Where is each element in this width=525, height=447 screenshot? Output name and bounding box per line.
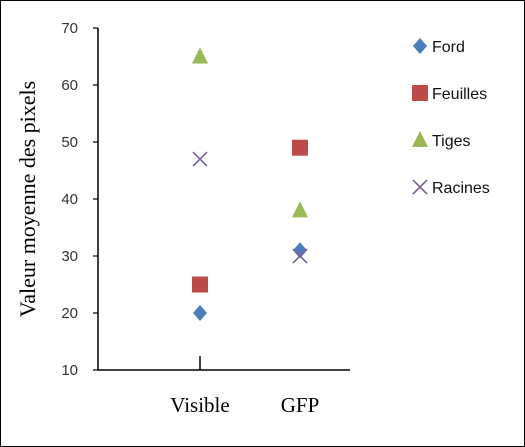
legend-marker-tiges xyxy=(412,131,428,147)
y-tick-label: 60 xyxy=(61,77,78,94)
y-tick-label: 40 xyxy=(61,191,78,208)
y-axis-title: Valeur moyenne des pixels xyxy=(15,81,40,317)
legend-label: Ford xyxy=(432,39,465,56)
data-point-tiges xyxy=(192,47,208,64)
legend-marker-ford xyxy=(413,38,427,54)
marks-group xyxy=(192,47,308,321)
legend-marker-racines xyxy=(412,179,428,195)
legend-label: Racines xyxy=(432,180,490,197)
legend-marker-feuilles xyxy=(412,85,428,101)
data-point-ford xyxy=(193,305,207,321)
x-marker-stroke xyxy=(292,248,308,264)
data-point-racines xyxy=(192,151,208,167)
legend-label: Tiges xyxy=(432,133,471,150)
x-marker-stroke xyxy=(192,151,208,167)
x-tick-label: Visible xyxy=(170,393,229,417)
data-point-tiges xyxy=(292,201,308,218)
y-tick-label: 20 xyxy=(61,305,78,322)
x-tick-label: GFP xyxy=(281,393,320,417)
legend-label: Feuilles xyxy=(432,86,487,103)
data-point-racines xyxy=(292,248,308,264)
legend: Ford Feuilles Tiges Racines xyxy=(412,38,490,197)
y-tick-label: 30 xyxy=(61,248,78,265)
y-tick-label: 70 xyxy=(61,20,78,37)
y-tick-label: 50 xyxy=(61,134,78,151)
data-point-ford xyxy=(293,242,307,259)
data-point-feuilles xyxy=(292,139,308,156)
x-marker-stroke xyxy=(412,179,428,195)
axes-group: 10 20 30 40 50 60 70 Visible GFP Valeur moyenne d… xyxy=(15,20,350,417)
data-point-feuilles xyxy=(192,276,208,293)
y-tick-label: 10 xyxy=(61,362,78,379)
